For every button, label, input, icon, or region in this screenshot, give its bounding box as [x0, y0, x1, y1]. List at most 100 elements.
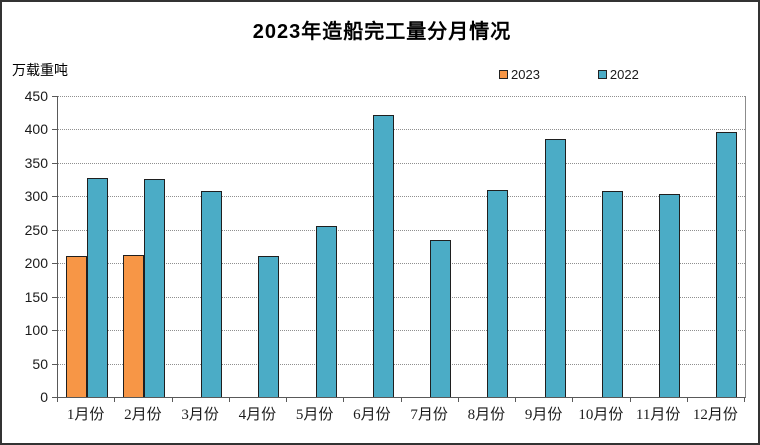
plot-area [57, 96, 746, 398]
legend-item-2023: 2023 [499, 67, 540, 82]
x-tick-label-3月份: 3月份 [181, 407, 219, 423]
bar-slot-2022-5月份 [315, 225, 337, 397]
gridline-450 [58, 96, 745, 97]
bar-slot-2022-6月份 [372, 115, 394, 397]
x-tick-label-10月份: 10月份 [578, 407, 624, 423]
y-tick-400 [52, 129, 57, 131]
y-axis-unit-label: 万载重吨 [12, 62, 68, 78]
y-tick-0 [52, 397, 57, 398]
y-tick-label-0: 0 [40, 389, 48, 405]
bar-2023-2月份 [122, 255, 144, 397]
bar-2022-5月份 [315, 225, 337, 397]
gridline-50 [58, 363, 745, 365]
bar-2022-9月份 [544, 138, 566, 397]
x-tick-label-4月份: 4月份 [238, 407, 277, 423]
bar-slot-2022-7月份 [430, 239, 452, 397]
gridline-350 [58, 162, 745, 164]
category-8月份 [459, 96, 516, 397]
x-axis-labels: 1月份 2月份 3月份 4月份 5月份 6月份 7月份 8月份 9月份 10月份 11月份 12月份 [57, 403, 744, 423]
gridline-400 [58, 129, 745, 131]
bar-slot-2023-1月份 [65, 255, 87, 397]
category-5月份 [287, 96, 344, 397]
x-boundary-tick-3 [228, 398, 230, 402]
x-boundary-tick-10 [629, 398, 631, 402]
y-tick-label-200: 200 [24, 255, 48, 272]
category-3月份 [173, 96, 230, 397]
bar-slot-2022-4月份 [258, 255, 280, 397]
y-tick-300 [52, 196, 57, 198]
y-tick-label-450: 450 [24, 88, 48, 104]
legend-swatch-2022 [597, 70, 607, 79]
bar-2022-1月份 [86, 178, 108, 397]
category-10月份 [573, 96, 630, 397]
y-tick-150 [52, 296, 57, 298]
x-tick-label-6月份: 6月份 [353, 407, 391, 423]
y-axis-ticks [52, 96, 57, 398]
x-tick-label-8月份: 8月份 [467, 407, 506, 423]
legend-label-2023: 2023 [511, 67, 540, 82]
bar-2022-8月份 [487, 190, 509, 397]
x-boundary-tick-1 [114, 398, 116, 402]
bar-slot-2023-2月份 [122, 255, 144, 397]
x-boundary-tick-6 [400, 398, 402, 402]
x-boundary-tick-12 [744, 398, 745, 402]
bar-2022-2月份 [143, 178, 165, 397]
y-tick-450 [52, 96, 57, 97]
x-axis-ticks [57, 398, 745, 402]
y-tick-label-150: 150 [24, 288, 48, 305]
bar-slot-2022-9月份 [544, 138, 566, 397]
y-tick-250 [52, 229, 57, 231]
x-boundary-tick-2 [171, 398, 173, 402]
x-boundary-tick-4 [286, 398, 287, 402]
gridline-150 [58, 296, 745, 298]
category-11月份 [631, 96, 688, 397]
bar-2023-1月份 [65, 255, 87, 397]
category-7月份 [402, 96, 459, 397]
bar-2022-7月份 [430, 239, 452, 397]
bar-slot-2022-3月份 [201, 190, 223, 397]
gridline-300 [58, 196, 745, 198]
x-tick-label-2月份: 2月份 [124, 407, 162, 423]
bar-2022-6月份 [372, 115, 394, 397]
bar-2022-10月份 [601, 190, 623, 397]
gridline-200 [58, 263, 745, 265]
category-6月份 [344, 96, 401, 397]
y-tick-label-350: 350 [24, 154, 48, 171]
category-9月份 [516, 96, 573, 397]
y-tick-50 [52, 363, 57, 365]
bar-slot-2022-8月份 [487, 190, 509, 397]
gridline-100 [58, 330, 745, 332]
x-boundary-tick-0 [57, 398, 58, 402]
bar-2022-11月份 [659, 194, 681, 397]
x-tick-label-9月份: 9月份 [524, 407, 563, 423]
bar-slot-2022-10月份 [601, 190, 623, 397]
x-boundary-tick-7 [457, 398, 459, 402]
legend-swatch-2023 [499, 70, 508, 79]
bar-slot-2022-1月份 [86, 178, 108, 397]
bar-2022-4月份 [258, 255, 280, 397]
y-tick-200 [52, 263, 57, 265]
x-tick-label-1月份: 1月份 [66, 407, 105, 423]
category-2月份 [115, 96, 172, 397]
y-axis-labels: 0 50 100 150 200 250 300 350 400 450 [2, 88, 48, 405]
category-12月份 [688, 96, 745, 397]
legend: 2023 2022 [499, 67, 639, 82]
bar-2022-12月份 [716, 132, 738, 397]
bar-slot-2022-2月份 [143, 178, 165, 397]
x-boundary-tick-5 [343, 398, 345, 402]
y-tick-label-100: 100 [24, 322, 48, 339]
y-tick-label-250: 250 [24, 221, 48, 238]
chart-title: 2023年造船完工量分月情况 [252, 21, 512, 43]
category-4月份 [230, 96, 287, 397]
y-tick-label-50: 50 [32, 355, 48, 372]
y-tick-label-300: 300 [24, 188, 48, 205]
legend-label-2022: 2022 [609, 67, 639, 82]
x-tick-label-5月份: 5月份 [295, 407, 334, 423]
y-tick-350 [52, 162, 57, 164]
gridline-250 [58, 229, 745, 231]
bar-slot-2022-11月份 [659, 194, 681, 397]
bar-2022-3月份 [201, 190, 223, 397]
x-tick-label-7月份: 7月份 [410, 407, 448, 423]
x-tick-label-11月份: 11月份 [635, 407, 681, 423]
